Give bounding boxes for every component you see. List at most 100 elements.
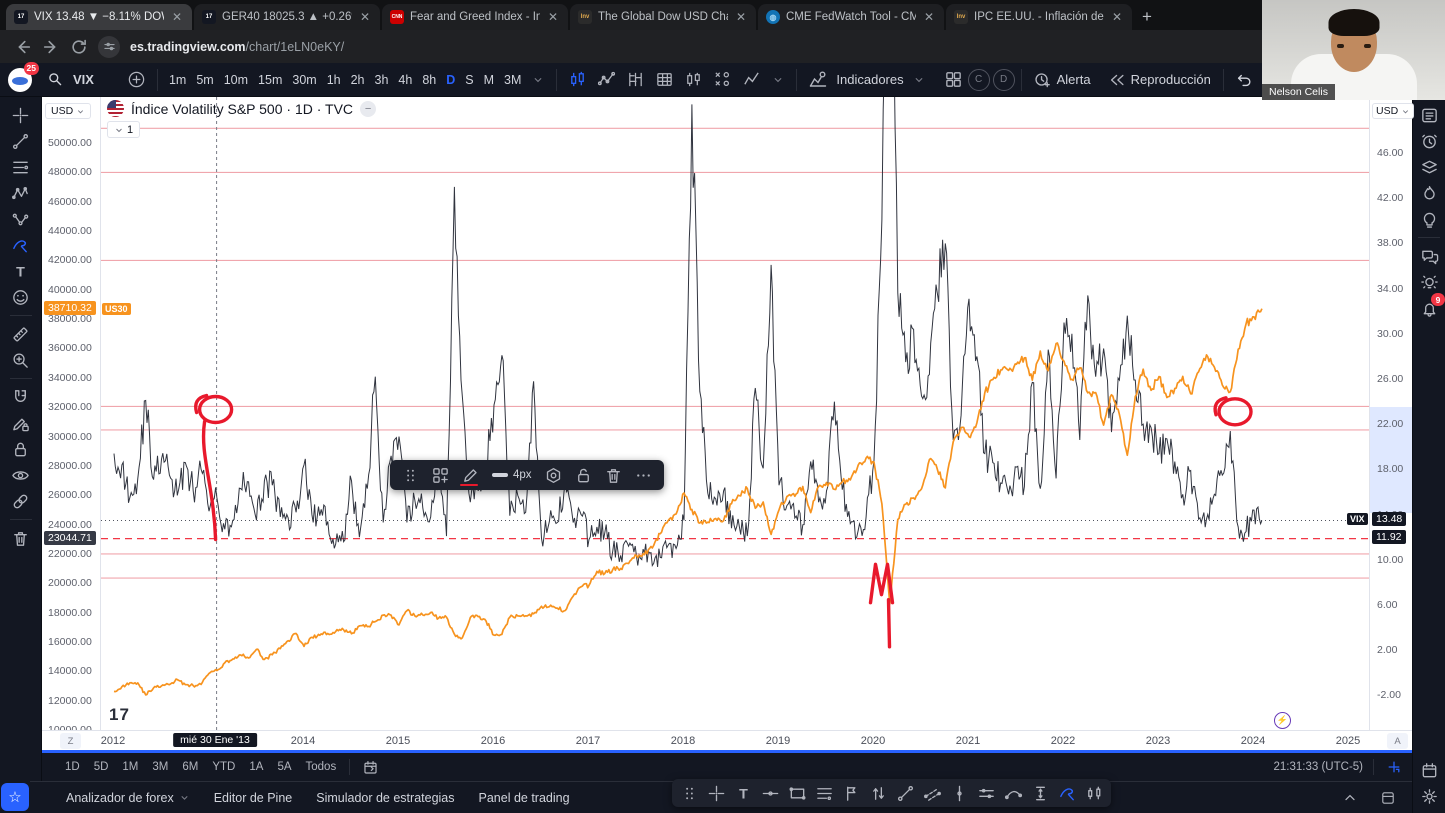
- time-axis[interactable]: Z A 201220132014201520162017201820192020…: [42, 730, 1412, 750]
- zoom-in-icon[interactable]: [7, 347, 35, 373]
- hline-icon[interactable]: [757, 781, 783, 805]
- clock-label[interactable]: 21:31:33 (UTC-5): [1273, 761, 1363, 773]
- pencil-icon[interactable]: [456, 463, 484, 487]
- tab-close-icon[interactable]: ✕: [171, 10, 182, 24]
- layout-grid-icon[interactable]: [939, 66, 968, 94]
- lock-icon[interactable]: [7, 436, 35, 462]
- range-button-5A[interactable]: 5A: [277, 761, 292, 773]
- browser-tab-0[interactable]: 17 VIX 13.48 ▼ −8.11% DOWJON ✕: [6, 4, 192, 30]
- interval-button-3h[interactable]: 3h: [374, 72, 389, 87]
- arrows-vertical-icon[interactable]: [865, 781, 891, 805]
- hotlists-icon[interactable]: [1415, 180, 1443, 206]
- right-price-scale[interactable]: USD 46.00 42.00 38.00 34.00 30.00 26.00 22.00 1…: [1370, 97, 1415, 730]
- more-icon[interactable]: [630, 463, 658, 487]
- interval-button-15m[interactable]: 15m: [258, 72, 283, 87]
- interval-button-4h[interactable]: 4h: [398, 72, 413, 87]
- range-button-1A[interactable]: 1A: [249, 761, 264, 773]
- chart-type-table-icon[interactable]: [650, 66, 679, 94]
- plot-area[interactable]: Índice Volatility S&P 500 · 1D · TVC − 1…: [100, 97, 1370, 730]
- left-scale-currency-dropdown[interactable]: USD: [45, 103, 92, 119]
- settings-icon[interactable]: [540, 463, 568, 487]
- indicators-icon[interactable]: [803, 66, 833, 94]
- browser-tab-5[interactable]: Inv IPC EE.UU. - Inflación de EE.U ✕: [946, 4, 1132, 30]
- ideas-icon[interactable]: [1415, 206, 1443, 232]
- interval-chevron-icon[interactable]: [526, 66, 550, 94]
- chats-icon[interactable]: [1415, 243, 1443, 269]
- prediction-icon[interactable]: [7, 206, 35, 232]
- range-button-1D[interactable]: 1D: [65, 761, 80, 773]
- unlock-icon[interactable]: [570, 463, 598, 487]
- alert-clock-icon[interactable]: [1028, 66, 1057, 94]
- site-settings-icon[interactable]: [98, 35, 120, 58]
- bottom-tab-0[interactable]: Analizador de forex: [54, 782, 202, 813]
- chart-type-line-icon[interactable]: [737, 66, 766, 94]
- alert-label[interactable]: Alerta: [1056, 72, 1091, 87]
- symbol-search-icon[interactable]: [42, 66, 69, 94]
- us30-series-line[interactable]: [113, 308, 1263, 696]
- text-icon[interactable]: T: [7, 258, 35, 284]
- undo-icon[interactable]: [1230, 66, 1258, 94]
- chart-type-hollow-candles-icon[interactable]: [679, 66, 708, 94]
- url-text[interactable]: es.tradingview.com/chart/1eLN0eKY/: [130, 40, 344, 54]
- bars-pattern-icon[interactable]: [1081, 781, 1107, 805]
- circle-d-button[interactable]: D: [992, 68, 1015, 91]
- alerts-icon[interactable]: [1415, 128, 1443, 154]
- legend-collapse-icon[interactable]: −: [360, 100, 377, 117]
- parallel-channel-icon[interactable]: [919, 781, 945, 805]
- bottom-tab-2[interactable]: Simulador de estrategias: [316, 790, 455, 805]
- brush-icon[interactable]: [7, 232, 35, 258]
- ruler-icon[interactable]: [7, 321, 35, 347]
- magnet-icon[interactable]: [7, 384, 35, 410]
- user-avatar[interactable]: 25: [8, 61, 39, 92]
- indicators-label[interactable]: Indicadores: [836, 72, 904, 87]
- drag-handle-icon[interactable]: [396, 463, 424, 487]
- templates-icon[interactable]: [426, 463, 454, 487]
- browser-tab-1[interactable]: 17 GER40 18025.3 ▲ +0.26% M ✕: [194, 4, 380, 30]
- chart-type-candles-icon[interactable]: [563, 66, 592, 94]
- brush-stroke-annotation-0[interactable]: [201, 419, 218, 542]
- tab-close-icon[interactable]: ✕: [547, 10, 558, 24]
- indicators-chevron-icon[interactable]: [907, 66, 931, 94]
- tab-close-icon[interactable]: ✕: [735, 10, 746, 24]
- brush-m-annotation[interactable]: [868, 562, 895, 605]
- brush-icon[interactable]: [1054, 781, 1080, 805]
- interval-button-3M[interactable]: 3M: [504, 72, 522, 87]
- interval-button-D[interactable]: D: [446, 72, 456, 87]
- layers-icon[interactable]: [1415, 154, 1443, 180]
- bottom-tab-3[interactable]: Panel de trading: [478, 790, 570, 805]
- tab-close-icon[interactable]: ✕: [923, 10, 934, 24]
- flag-icon[interactable]: [838, 781, 864, 805]
- chart-type-point-figure-icon[interactable]: [708, 66, 737, 94]
- remove-drawings-icon[interactable]: [600, 463, 628, 487]
- price-range-icon[interactable]: [1027, 781, 1053, 805]
- browser-tab-4[interactable]: ◍ CME FedWatch Tool - CME G ✕: [758, 4, 944, 30]
- text-icon[interactable]: T: [730, 781, 756, 805]
- draw-lock-icon[interactable]: [7, 410, 35, 436]
- legend-interval-pill[interactable]: 1: [107, 121, 141, 138]
- auto-scale-button[interactable]: A: [1387, 733, 1408, 749]
- replay-icon[interactable]: [1103, 66, 1131, 94]
- curve-icon[interactable]: [1000, 781, 1026, 805]
- line-thickness-button[interactable]: 4px: [486, 469, 538, 481]
- circle-c-button[interactable]: C: [967, 68, 990, 91]
- go-to-date-icon[interactable]: [356, 754, 384, 780]
- vix-series-line[interactable]: [113, 97, 1263, 568]
- range-button-1M[interactable]: 1M: [122, 761, 139, 773]
- chart-type-line-markers-icon[interactable]: [592, 66, 621, 94]
- chart-legend[interactable]: Índice Volatility S&P 500 · 1D · TVC −: [107, 100, 377, 117]
- remove-drawings-icon[interactable]: [7, 525, 35, 551]
- streams-icon[interactable]: [1415, 269, 1443, 295]
- xabcd-pattern-icon[interactable]: [7, 180, 35, 206]
- interval-button-2h[interactable]: 2h: [350, 72, 365, 87]
- trend-line-icon[interactable]: [892, 781, 918, 805]
- interval-button-S[interactable]: S: [465, 72, 474, 87]
- reload-icon[interactable]: [70, 38, 88, 56]
- range-button-5D[interactable]: 5D: [93, 761, 109, 773]
- watchlist-icon[interactable]: [1415, 102, 1443, 128]
- interval-button-10m[interactable]: 10m: [223, 72, 249, 87]
- brush-circle-annotation-0[interactable]: [197, 394, 234, 425]
- parallel-channel2-icon[interactable]: [973, 781, 999, 805]
- sync-drawings-icon[interactable]: [7, 488, 35, 514]
- right-scale-currency-dropdown[interactable]: USD: [1372, 103, 1415, 119]
- interval-button-8h[interactable]: 8h: [422, 72, 437, 87]
